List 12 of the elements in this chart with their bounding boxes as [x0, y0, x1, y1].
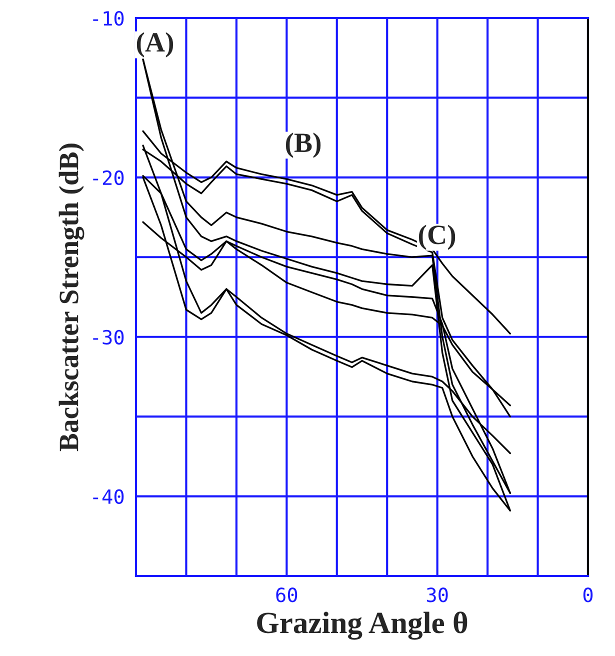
y-tick-label: -10 — [93, 11, 124, 26]
y-axis-title: Backscatter Strength (dB) — [58, 144, 84, 452]
annotation: (A) — [136, 32, 174, 58]
y-tick-label: -40 — [93, 489, 124, 504]
x-tick-label: 0 — [583, 588, 593, 602]
annotation: (C) — [418, 224, 456, 250]
annotation: (B) — [286, 132, 321, 158]
y-tick-label: -20 — [93, 170, 124, 186]
x-tick-label: 60 — [276, 588, 298, 602]
x-axis-title: Grazing Angle θ — [257, 612, 468, 640]
x-tick-label: 30 — [426, 588, 448, 602]
y-tick-label: -30 — [93, 330, 124, 345]
